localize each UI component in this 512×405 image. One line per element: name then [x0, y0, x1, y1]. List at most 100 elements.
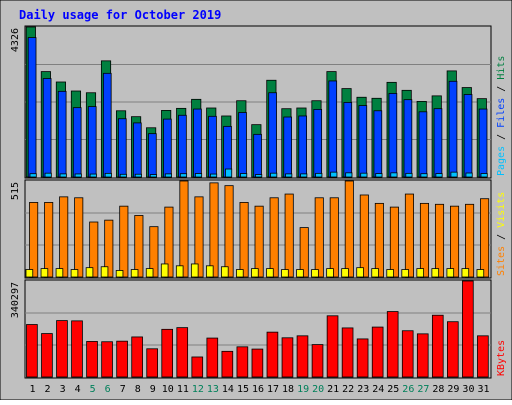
bar-visits: [89, 221, 99, 278]
bar-kbytes: [41, 333, 53, 378]
bar-sites: [401, 269, 409, 278]
bar-visits: [404, 193, 414, 278]
bar-sites: [100, 266, 109, 278]
bar-pages: [59, 173, 67, 178]
bar-kbytes: [386, 311, 399, 378]
bar-sites: [446, 268, 455, 278]
bar-files: [178, 114, 187, 178]
bar-sites: [55, 268, 64, 278]
bar-kbytes: [161, 328, 174, 378]
bar-files: [27, 37, 37, 178]
bar-files: [298, 115, 307, 178]
bar-kbytes: [26, 324, 38, 378]
legend-item-visits: Visits: [496, 192, 507, 228]
bar-sites: [461, 268, 470, 278]
bar-pages: [29, 173, 37, 178]
legend-item-files: Files: [496, 98, 507, 128]
bar-kbytes: [56, 320, 68, 378]
bar-sites: [175, 265, 184, 278]
bar-files: [238, 112, 247, 178]
panel-kbytes: 340297 KBytes: [10, 279, 507, 379]
bar-sites: [160, 263, 169, 278]
bar-pages: [44, 172, 52, 178]
ymax-label: 4326: [10, 28, 21, 52]
bar-kbytes: [176, 327, 189, 378]
bar-sites: [145, 268, 154, 278]
x-tick-label: 28: [432, 384, 444, 395]
bar-visits: [74, 197, 84, 278]
bar-pages: [149, 174, 157, 178]
bar-kbytes: [101, 341, 113, 378]
bar-sites: [311, 269, 319, 278]
panel-visits-sites: 515 Sites / Visits: [10, 179, 507, 279]
bar-pages: [209, 173, 218, 178]
bar-kbytes: [341, 327, 354, 378]
bar-visits: [104, 219, 114, 278]
x-tick-label: 30: [462, 384, 474, 395]
bar-files: [463, 94, 473, 178]
x-tick-label: 4: [75, 384, 81, 395]
legend-item-sites: Sites: [496, 246, 507, 276]
x-tick-label: 13: [207, 384, 219, 395]
ymax-label: 515: [10, 182, 21, 200]
bar-visits: [450, 205, 460, 278]
bar-visits: [134, 215, 144, 278]
bar-sites: [296, 269, 304, 278]
bar-files: [478, 108, 488, 178]
bar-kbytes: [477, 335, 489, 378]
bar-sites: [281, 269, 289, 278]
bar-kbytes: [116, 340, 128, 378]
bar-kbytes: [71, 320, 83, 378]
bar-pages: [300, 173, 308, 178]
bar-files: [72, 107, 82, 178]
bar-kbytes: [236, 346, 249, 378]
x-tick-label: 5: [90, 384, 96, 395]
x-tick-label: 21: [327, 384, 339, 395]
bar-visits: [344, 180, 354, 278]
bar-sites: [416, 268, 425, 278]
x-tick-label: 26: [402, 384, 414, 395]
bar-pages: [255, 174, 263, 178]
ymax-label: 340297: [10, 282, 21, 318]
bar-kbytes: [462, 280, 474, 378]
legend: KBytes: [496, 340, 507, 376]
bar-files: [268, 92, 277, 178]
bar-files: [42, 78, 52, 178]
bar-files: [193, 108, 202, 178]
bar-pages: [480, 173, 488, 178]
bar-pages: [345, 172, 353, 178]
bar-pages: [465, 172, 473, 178]
bar-visits: [269, 197, 279, 278]
bar-files: [388, 93, 398, 178]
bar-visits: [164, 206, 174, 278]
x-tick-label: 1: [30, 384, 36, 395]
x-tick-label: 8: [135, 384, 141, 395]
bar-files: [87, 106, 97, 178]
legend-item-pages: Pages: [496, 146, 507, 176]
panel-hits-files-pages: 4326 Pages / Files / Hits: [10, 25, 507, 179]
x-tick-label: 9: [150, 384, 156, 395]
x-tick-label: 7: [120, 384, 126, 395]
bar-kbytes: [191, 356, 204, 378]
bar-pages: [360, 172, 368, 178]
bar-files: [358, 105, 368, 178]
bar-pages: [119, 173, 127, 178]
bar-files: [208, 115, 217, 178]
bar-kbytes: [447, 321, 459, 378]
x-tick-label: 19: [297, 384, 309, 395]
bar-visits: [480, 198, 490, 278]
bar-files: [418, 111, 428, 178]
bar-sites: [221, 266, 229, 278]
x-tick-label: 10: [162, 384, 174, 395]
bar-visits: [59, 196, 69, 278]
x-tick-label: 23: [357, 384, 369, 395]
bar-sites: [190, 263, 199, 278]
bar-visits: [194, 196, 204, 278]
bar-visits: [254, 205, 264, 278]
bar-visits: [179, 180, 189, 278]
bar-sites: [25, 269, 34, 278]
bar-pages: [194, 173, 203, 178]
bar-sites: [386, 269, 394, 278]
bar-pages: [450, 171, 458, 178]
bar-files: [343, 102, 353, 178]
